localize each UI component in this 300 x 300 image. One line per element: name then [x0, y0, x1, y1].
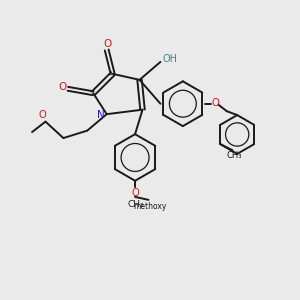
Text: methoxy: methoxy: [133, 202, 167, 211]
Text: CH₃: CH₃: [128, 200, 144, 208]
Text: O: O: [58, 82, 67, 92]
Text: N: N: [97, 110, 105, 120]
Text: O: O: [103, 39, 112, 49]
Text: O: O: [38, 110, 46, 120]
Text: O: O: [131, 188, 139, 198]
Text: O: O: [211, 98, 219, 108]
Text: OH: OH: [163, 54, 178, 64]
Text: CH₃: CH₃: [226, 151, 242, 160]
